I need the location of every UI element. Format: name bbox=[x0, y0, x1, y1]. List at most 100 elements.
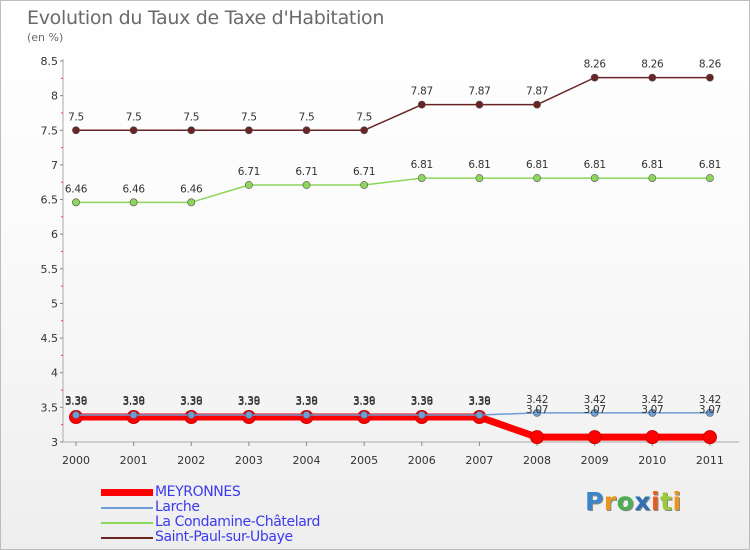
point-series-2 bbox=[706, 174, 714, 182]
x-tick-label: 2008 bbox=[523, 454, 551, 467]
point-series-1 bbox=[533, 409, 541, 417]
y-tick-label: 5 bbox=[51, 297, 58, 310]
data-label: 3.36 bbox=[238, 396, 261, 408]
point-series-2 bbox=[533, 174, 541, 182]
data-label: 3.07 bbox=[526, 404, 548, 416]
x-tick-label: 2010 bbox=[638, 454, 666, 467]
point-series-3 bbox=[187, 126, 196, 135]
logo-letter: i bbox=[672, 487, 682, 516]
data-label: 6.46 bbox=[65, 183, 88, 195]
chart-subtitle: (en %) bbox=[27, 31, 64, 44]
data-label: 6.81 bbox=[641, 159, 663, 171]
series-line-0 bbox=[72, 413, 714, 441]
point-series-2 bbox=[302, 181, 311, 189]
y-tick-label: 6.5 bbox=[41, 194, 59, 207]
data-label: 3.36 bbox=[353, 396, 376, 408]
point-series-1 bbox=[475, 411, 484, 419]
data-label: 3.39 bbox=[411, 395, 433, 407]
logo-letter: P bbox=[585, 487, 604, 516]
y-tick-label: 7.5 bbox=[41, 124, 59, 137]
y-tick-label: 3.5 bbox=[41, 401, 59, 414]
point-series-1 bbox=[648, 409, 657, 417]
point-series-2 bbox=[244, 181, 253, 189]
x-tick-label: 2001 bbox=[120, 454, 148, 467]
point-series-3 bbox=[533, 100, 541, 109]
data-label: 6.81 bbox=[468, 159, 490, 171]
x-tick-label: 2002 bbox=[177, 454, 205, 467]
point-meyronnes bbox=[645, 430, 660, 445]
data-label: 6.81 bbox=[411, 159, 433, 171]
x-tick-label: 2006 bbox=[408, 454, 436, 467]
legend-label-meyronnes: MEYRONNES bbox=[155, 484, 241, 500]
point-meyronnes bbox=[702, 430, 717, 445]
data-label: 6.46 bbox=[123, 183, 146, 195]
logo-letter: x bbox=[634, 487, 651, 516]
data-label: 3.39 bbox=[65, 395, 87, 407]
data-label: 3.42 bbox=[526, 394, 548, 406]
data-label: 7.87 bbox=[526, 86, 548, 98]
data-label: 3.42 bbox=[641, 394, 663, 406]
point-series-2 bbox=[129, 198, 138, 207]
point-series-1 bbox=[706, 409, 714, 417]
point-series-3 bbox=[129, 126, 138, 135]
y-tick-label: 4 bbox=[51, 367, 58, 380]
point-series-2 bbox=[648, 174, 657, 182]
x-tick-label: 2003 bbox=[235, 454, 263, 467]
legend-label-la-condamine: La Condamine-Châtelard bbox=[155, 514, 320, 530]
point-series-2 bbox=[72, 198, 80, 207]
data-label: 3.39 bbox=[123, 395, 145, 407]
data-label: 3.36 bbox=[411, 396, 434, 408]
data-label: 7.5 bbox=[68, 111, 84, 123]
point-series-1 bbox=[72, 411, 80, 419]
data-label: 3.36 bbox=[468, 396, 491, 408]
data-label: 6.81 bbox=[584, 159, 606, 171]
data-label: 3.07 bbox=[699, 404, 721, 416]
point-meyronnes bbox=[530, 430, 545, 445]
y-tick-label: 8 bbox=[51, 90, 58, 103]
data-label: 3.36 bbox=[180, 396, 203, 408]
legend-label-saint-paul: Saint-Paul-sur-Ubaye bbox=[155, 529, 293, 545]
data-label: 3.36 bbox=[295, 396, 318, 408]
point-series-3 bbox=[244, 126, 253, 135]
x-tick-label: 2000 bbox=[62, 454, 90, 467]
data-label: 3.42 bbox=[699, 394, 721, 406]
data-label: 7.5 bbox=[183, 111, 199, 123]
point-series-1 bbox=[417, 411, 426, 419]
data-label: 7.5 bbox=[356, 111, 372, 123]
series-line-1 bbox=[75, 412, 711, 416]
data-label: 3.39 bbox=[180, 395, 202, 407]
point-series-1 bbox=[360, 411, 369, 419]
point-series-1 bbox=[590, 409, 599, 417]
data-label: 8.26 bbox=[641, 59, 664, 71]
point-series-2 bbox=[187, 198, 196, 207]
point-meyronnes bbox=[587, 430, 602, 445]
data-label: 8.26 bbox=[584, 59, 607, 71]
point-series-2 bbox=[417, 174, 426, 182]
point-series-3 bbox=[302, 126, 311, 135]
x-tick-label: 2004 bbox=[293, 454, 321, 467]
point-series-3 bbox=[417, 100, 426, 109]
data-label: 6.81 bbox=[699, 159, 721, 171]
data-label: 3.36 bbox=[65, 396, 88, 408]
point-series-2 bbox=[475, 174, 484, 182]
data-label: 6.71 bbox=[353, 166, 375, 178]
data-label: 6.71 bbox=[295, 166, 317, 178]
logo-letter: t bbox=[660, 487, 673, 516]
legend-swatch-meyronnes bbox=[101, 489, 153, 496]
point-series-1 bbox=[129, 411, 138, 419]
y-tick-label: 7 bbox=[51, 159, 58, 172]
data-label: 3.39 bbox=[295, 395, 317, 407]
data-label: 7.5 bbox=[299, 111, 315, 123]
legend-swatch-larche bbox=[101, 507, 153, 509]
series-line-3 bbox=[75, 76, 711, 132]
x-tick-label: 2009 bbox=[581, 454, 609, 467]
point-series-3 bbox=[706, 73, 714, 82]
x-tick-label: 2007 bbox=[465, 454, 493, 467]
data-label: 7.87 bbox=[468, 86, 490, 98]
y-tick-label: 5.5 bbox=[41, 263, 59, 276]
y-tick-label: 6 bbox=[51, 228, 58, 241]
point-series-1 bbox=[187, 411, 196, 419]
legend-swatch-la-condamine bbox=[101, 522, 153, 524]
data-label: 7.5 bbox=[126, 111, 142, 123]
